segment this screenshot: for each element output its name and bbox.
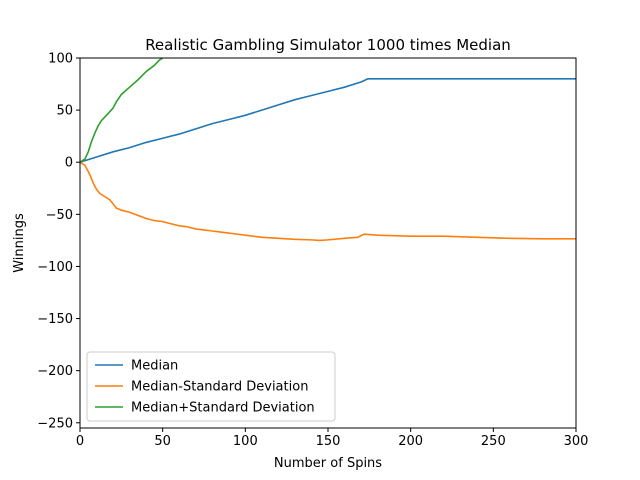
y-tick-label: 0 bbox=[65, 156, 73, 171]
y-axis-label: Winnings bbox=[12, 213, 27, 273]
y-tick-label: −250 bbox=[37, 416, 73, 431]
chart-title: Realistic Gambling Simulator 1000 times … bbox=[145, 36, 511, 54]
y-tick-label: 50 bbox=[56, 104, 73, 119]
x-axis-label: Number of Spins bbox=[274, 456, 382, 471]
series-line-median-standard-deviation bbox=[80, 161, 576, 242]
legend-label: Median bbox=[131, 359, 178, 374]
legend-label: Median+Standard Deviation bbox=[131, 401, 315, 416]
y-tick-label: −150 bbox=[37, 312, 73, 327]
series-line-median-standard-deviation bbox=[80, 58, 164, 163]
y-tick-label: −100 bbox=[37, 260, 73, 275]
x-tick-label: 300 bbox=[564, 434, 589, 449]
legend: Median Median-Standard Deviation Median+St… bbox=[86, 351, 336, 422]
series-group bbox=[80, 58, 576, 242]
legend-label: Median-Standard Deviation bbox=[131, 380, 308, 395]
x-tick-label: 100 bbox=[233, 434, 258, 449]
x-tick-label: 150 bbox=[316, 434, 341, 449]
x-tick-label: 0 bbox=[76, 434, 84, 449]
x-tick-label: 200 bbox=[398, 434, 423, 449]
y-tick-label: −200 bbox=[37, 364, 73, 379]
x-axis: 0 50 100 150 200 250 300 bbox=[76, 428, 589, 449]
x-tick-label: 250 bbox=[481, 434, 506, 449]
y-tick-label: −50 bbox=[46, 208, 73, 223]
y-tick-label: 100 bbox=[48, 52, 73, 67]
y-axis: 100 50 0 −50 −100 −150 −200 −250 bbox=[37, 52, 80, 431]
legend-box bbox=[86, 351, 336, 422]
series-line-median bbox=[80, 78, 576, 163]
x-tick-label: 50 bbox=[154, 434, 171, 449]
